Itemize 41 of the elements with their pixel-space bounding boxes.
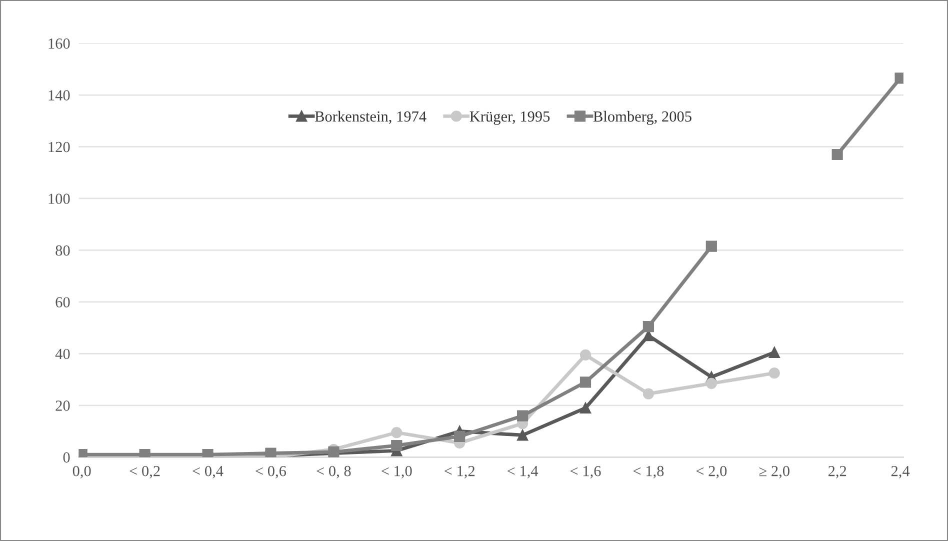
y-tick-label: 40 [55, 348, 70, 360]
point [516, 410, 528, 422]
y-tick-label: 120 [48, 142, 70, 152]
x-tick-label: 0,0 [72, 466, 91, 478]
point [642, 388, 654, 400]
x-tick-label: < 1,2 [444, 466, 475, 478]
point [391, 440, 402, 452]
x-tick-label: < 0,2 [130, 466, 160, 478]
legend-label: Krüger, 1995 [470, 111, 550, 125]
x-tick-label: 2,2 [828, 466, 846, 478]
y-tick-label: 80 [56, 245, 70, 256]
point [516, 430, 528, 441]
y-tick-label: 140 [48, 90, 70, 100]
y-tick-label: 20 [56, 400, 70, 411]
x-tick-label: < 0,6 [256, 466, 286, 478]
y-tick-label: 100 [48, 194, 70, 204]
point [580, 376, 592, 388]
x-tick-label: 2,4 [891, 466, 910, 478]
x-tick-label: < 1,0 [382, 466, 412, 478]
legend-label: Borkenstein, 1974 [314, 110, 426, 124]
x-tick-label: < 1,4 [508, 466, 538, 478]
point [454, 430, 466, 442]
point [642, 320, 654, 332]
x-tick-label: < 0, 8 [316, 466, 351, 478]
point [706, 240, 717, 252]
x-tick-label: < 0,4 [192, 466, 224, 478]
point [391, 427, 402, 438]
x-tick-label: ≥ 2,0 [759, 466, 790, 478]
point [768, 368, 780, 379]
point [706, 378, 717, 389]
point [832, 148, 843, 160]
y-tick-label: 160 [48, 38, 70, 49]
y-tick-label: 60 [56, 297, 70, 308]
x-tick-label: < 1,8 [633, 466, 664, 478]
point [580, 349, 592, 361]
y-tick-label: 0 [63, 452, 70, 463]
legend-label: Blomberg, 2005 [593, 110, 692, 125]
x-tick-label: < 1,6 [570, 466, 601, 478]
point [768, 346, 780, 358]
point [580, 402, 592, 414]
x-tick-label: < 2,0 [696, 466, 727, 478]
